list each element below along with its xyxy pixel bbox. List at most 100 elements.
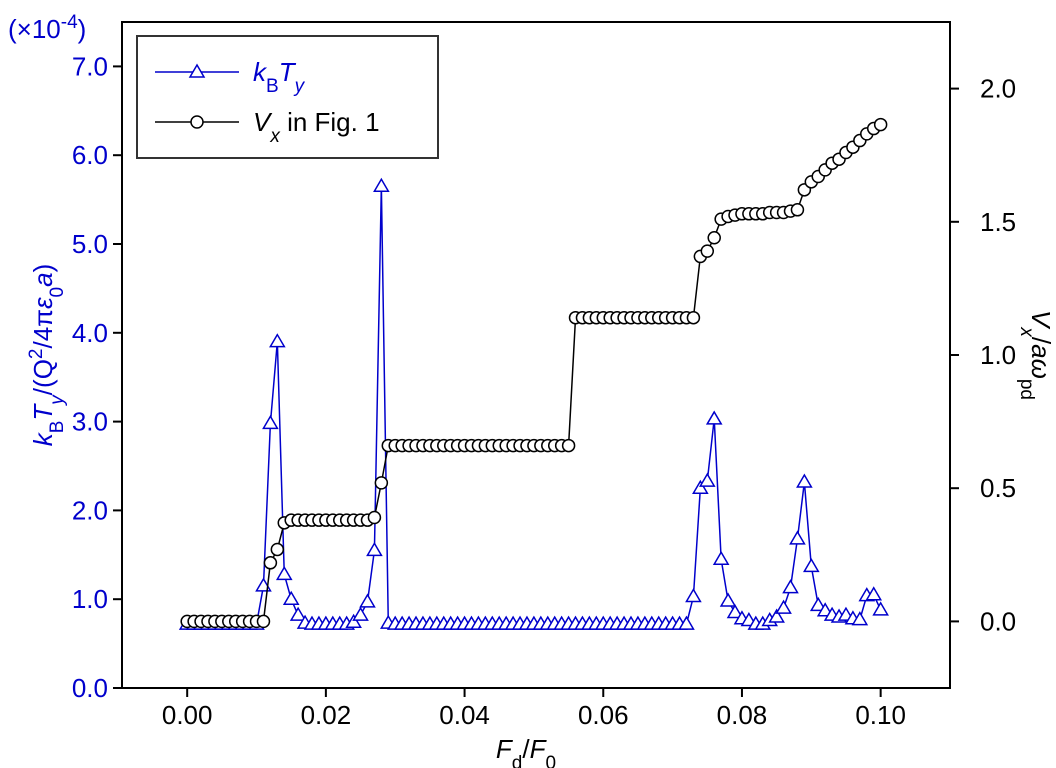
marker: [790, 203, 805, 217]
label-part: (×10: [8, 14, 61, 44]
marker: [685, 588, 702, 603]
marker: [796, 473, 813, 488]
marker: [359, 593, 376, 608]
marker: [373, 177, 390, 193]
marker: [712, 550, 730, 565]
label-part: d: [512, 753, 523, 768]
label-part: T: [279, 57, 297, 87]
label-part: pd: [1017, 379, 1038, 400]
y2-tick-label: 0.0: [980, 606, 1016, 636]
label-part: ε: [28, 297, 58, 309]
y-axis-label: kBTy/(Q2/4πε0a): [26, 264, 68, 447]
label-part: y: [293, 76, 306, 97]
label-part: B: [266, 76, 279, 97]
label-part: x: [1017, 326, 1038, 338]
y-tick-label: 2.0: [72, 495, 108, 525]
marker: [692, 479, 709, 494]
y2-axis-label: Vx/aωpd: [1017, 310, 1056, 400]
marker: [190, 115, 204, 129]
marker: [803, 557, 820, 573]
label-part: V: [1026, 310, 1056, 330]
marker: [809, 596, 827, 612]
label-part: F: [530, 734, 548, 764]
marker: [726, 604, 744, 619]
label-part: 0: [47, 287, 68, 298]
y-tick-label: 5.0: [72, 229, 108, 259]
legend-label: Vx in Fig. 1: [253, 107, 380, 147]
label-part: F: [496, 734, 514, 764]
marker: [345, 613, 362, 629]
series-line: [187, 186, 882, 625]
marker: [873, 117, 888, 132]
marker: [851, 611, 869, 626]
y2-tick-label: 1.0: [980, 340, 1016, 370]
series-line: [187, 123, 882, 623]
x-tick-label: 0.04: [439, 700, 490, 730]
y-tick-label: 4.0: [72, 318, 108, 348]
y-tick-label: 3.0: [72, 407, 108, 437]
label-part: 0: [546, 753, 557, 768]
marker: [263, 556, 278, 570]
marker: [270, 542, 285, 557]
y2-tick-label: 0.5: [980, 473, 1016, 503]
label-part: ): [28, 264, 58, 273]
label-part: /4π: [28, 309, 58, 349]
label-part: /: [1026, 337, 1056, 345]
y2-tick-label: 2.0: [980, 74, 1016, 104]
label-part: a: [28, 272, 58, 286]
y-tick-label: 6.0: [72, 140, 108, 170]
marker: [256, 614, 271, 629]
label-part: k: [28, 431, 58, 446]
marker: [705, 410, 723, 425]
marker: [700, 244, 715, 258]
marker: [698, 472, 716, 487]
marker: [366, 541, 383, 557]
marker: [789, 530, 806, 545]
x-tick-label: 0.00: [162, 700, 213, 730]
x-axis-label: Fd/F0: [496, 734, 556, 768]
x-tick-label: 0.02: [301, 700, 352, 730]
legend-label: kBTy: [253, 57, 306, 97]
marker: [289, 606, 307, 621]
marker: [775, 599, 792, 614]
marker: [686, 310, 701, 325]
marker: [719, 592, 737, 607]
y-tick-label: 1.0: [72, 584, 108, 614]
marker: [282, 590, 300, 605]
y-tick-label: 0.0: [72, 673, 108, 703]
label-part: V: [253, 107, 273, 137]
label-part: ): [78, 14, 87, 44]
marker: [768, 608, 785, 623]
y-tick-label: 7.0: [72, 51, 108, 81]
x-tick-label: 0.08: [717, 700, 768, 730]
label-part: -4: [61, 12, 78, 33]
marker: [707, 231, 721, 245]
label-part: aω: [1026, 344, 1056, 379]
marker: [865, 586, 883, 601]
marker: [269, 333, 286, 348]
y2-tick-label: 1.5: [980, 207, 1016, 237]
marker: [275, 565, 293, 581]
label-part: y: [47, 394, 68, 407]
marker: [561, 438, 576, 453]
label-part: /: [522, 734, 530, 764]
marker: [872, 601, 889, 616]
marker: [188, 63, 206, 78]
label-part: k: [253, 57, 268, 87]
marker: [678, 615, 695, 630]
marker: [374, 476, 389, 490]
label-part: B: [47, 421, 68, 434]
x-tick-label: 0.10: [855, 700, 906, 730]
axis-exponent: (×10-4): [8, 12, 86, 45]
marker: [782, 579, 799, 594]
label-part: x: [269, 126, 281, 147]
x-tick-label: 0.06: [578, 700, 629, 730]
marker: [352, 606, 369, 621]
label-part: in Fig. 1: [280, 107, 380, 137]
label-part: /(Q: [28, 359, 58, 395]
legend-box: [136, 35, 439, 159]
label-part: T: [28, 403, 58, 421]
marker: [367, 510, 382, 525]
marker: [262, 414, 279, 430]
